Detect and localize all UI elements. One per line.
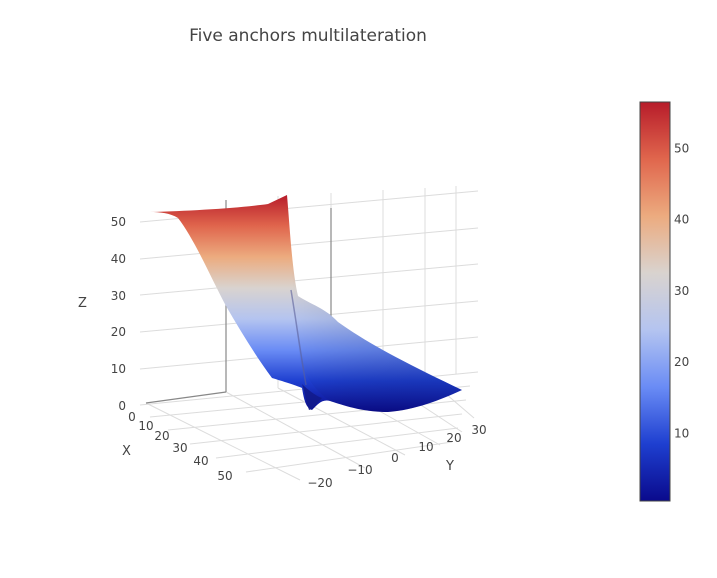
x-tick-label: 0 — [128, 410, 136, 424]
x-tick-label: 30 — [172, 441, 187, 455]
x-tick-label: 50 — [217, 469, 232, 483]
x-axis-title: X — [122, 444, 131, 459]
chart-title: Five anchors multilateration — [189, 26, 427, 46]
x-tick-label: 20 — [154, 429, 169, 443]
y-axis-ticks: −20 −10 0 10 20 30 — [307, 423, 486, 490]
grid-lines — [139, 186, 479, 481]
colorbar-fill — [639, 101, 671, 502]
x-tick-label: 40 — [193, 454, 208, 468]
colorbar-tick-label: 30 — [674, 284, 689, 298]
z-tick-label: 30 — [111, 289, 126, 303]
z-axis-ticks: 0 10 20 30 40 50 — [111, 215, 126, 413]
surface-shading — [287, 195, 462, 412]
z-tick-label: 40 — [111, 252, 126, 266]
z-axis-title: Z — [78, 296, 87, 311]
colorbar-ticks: 10 20 30 40 50 — [674, 141, 689, 440]
surface-dip — [302, 384, 322, 410]
colorbar-tick-label: 20 — [674, 355, 689, 369]
z-tick-label: 10 — [111, 362, 126, 376]
colorbar-tick-label: 50 — [674, 141, 689, 155]
colorbar-tick-label: 40 — [674, 213, 689, 227]
y-tick-label: 30 — [471, 423, 486, 437]
y-tick-label: −10 — [347, 463, 372, 477]
y-tick-label: 0 — [391, 451, 399, 465]
y-tick-label: 20 — [446, 431, 461, 445]
x-tick-label: 10 — [138, 419, 153, 433]
surface[interactable] — [150, 195, 462, 412]
colorbar-tick-label: 10 — [674, 426, 689, 440]
y-tick-label: 10 — [418, 440, 433, 454]
y-tick-label: −20 — [307, 476, 332, 490]
z-tick-label: 20 — [111, 325, 126, 339]
z-tick-label: 0 — [118, 399, 126, 413]
y-axis-title: Y — [445, 459, 454, 474]
z-tick-label: 50 — [111, 215, 126, 229]
colorbar: 10 20 30 40 50 — [639, 101, 689, 502]
surface-ridge — [290, 289, 307, 386]
